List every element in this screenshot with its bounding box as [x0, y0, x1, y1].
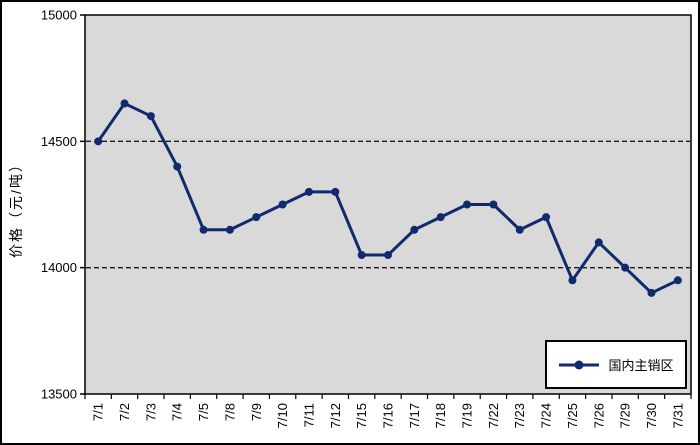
data-point-7/22: [489, 200, 498, 209]
x-tick-label: 7/9: [249, 403, 264, 421]
x-tick-label: 7/16: [381, 403, 396, 428]
data-point-7/24: [542, 213, 551, 222]
x-tick-label: 7/30: [644, 403, 659, 428]
legend-line-marker-icon: [559, 360, 600, 369]
x-tick-label: 7/8: [222, 403, 237, 421]
x-tick-label: 7/24: [539, 403, 554, 428]
data-point-7/2: [120, 99, 129, 108]
x-tick-label: 7/1: [91, 403, 106, 421]
plot-border: [84, 14, 692, 395]
data-point-7/12: [331, 187, 340, 196]
x-tick-label: 7/11: [301, 403, 316, 427]
x-tick-label: 7/2: [117, 403, 132, 421]
data-point-7/5: [199, 225, 208, 234]
x-tick-label: 7/31: [670, 403, 685, 428]
data-point-7/30: [647, 288, 656, 297]
x-tick-label: 7/26: [591, 403, 606, 428]
data-point-7/26: [594, 238, 603, 247]
x-tick-label: 7/22: [486, 403, 501, 428]
data-point-7/25: [568, 276, 577, 285]
data-point-7/4: [173, 162, 182, 171]
data-point-7/10: [278, 200, 287, 209]
data-point-7/18: [436, 213, 445, 222]
x-tick-label: 7/18: [433, 403, 448, 428]
x-tick-label: 7/4: [170, 403, 185, 421]
data-point-7/23: [515, 225, 524, 234]
data-point-7/17: [410, 225, 419, 234]
x-tick-label: 7/23: [512, 403, 527, 428]
data-point-7/16: [384, 251, 392, 260]
legend-label: 国内主销区: [608, 358, 674, 373]
x-tick-label: 7/10: [275, 403, 290, 428]
data-point-7/3: [146, 112, 155, 121]
data-point-7/11: [304, 187, 313, 196]
data-point-7/15: [357, 251, 366, 260]
plot-area: [85, 15, 691, 394]
y-tick-label: 15000: [41, 8, 77, 23]
data-point-7/19: [463, 200, 472, 209]
legend: 国内主销区: [545, 340, 687, 389]
x-tick-label: 7/29: [618, 403, 633, 428]
y-tick-label: 13500: [41, 387, 77, 402]
y-tick-label: 14500: [41, 134, 77, 149]
data-point-7/29: [621, 263, 630, 272]
data-point-7/9: [252, 213, 261, 222]
data-point-7/31: [673, 276, 682, 285]
x-tick-label: 7/5: [196, 403, 211, 421]
x-tick-label: 7/25: [565, 403, 580, 428]
data-point-7/1: [94, 137, 103, 146]
y-tick-label: 14000: [41, 260, 77, 275]
x-tick-label: 7/3: [143, 403, 158, 421]
x-tick-label: 7/12: [328, 403, 343, 428]
x-tick-label: 7/19: [460, 403, 475, 428]
x-tick-label: 7/15: [354, 403, 369, 428]
x-tick-label: 7/17: [407, 403, 422, 428]
data-point-7/8: [225, 225, 234, 234]
